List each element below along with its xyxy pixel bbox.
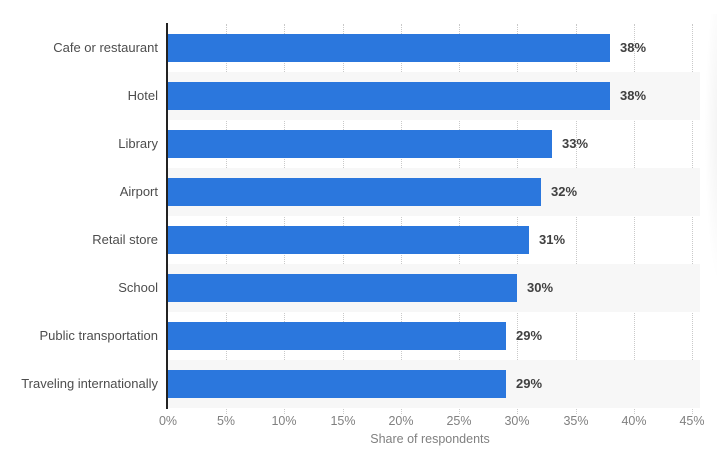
x-tick-label: 0% xyxy=(158,414,178,428)
gridline xyxy=(343,24,344,414)
bar-row: 30% xyxy=(168,264,700,312)
bar-row: 33% xyxy=(168,120,700,168)
gridline xyxy=(226,24,227,414)
x-tick-label: 35% xyxy=(563,414,589,428)
gridline xyxy=(284,24,285,414)
category-label: Cafe or restaurant xyxy=(53,40,158,55)
category-label: Traveling internationally xyxy=(21,376,158,391)
bar-row: 29% xyxy=(168,360,700,408)
category-axis: Cafe or restaurant Hotel Library Airport… xyxy=(0,24,158,408)
bar[interactable] xyxy=(168,370,506,398)
value-label: 31% xyxy=(539,232,566,247)
bar[interactable] xyxy=(168,274,517,302)
x-tick-label: 15% xyxy=(330,414,356,428)
bar-row: 38% xyxy=(168,72,700,120)
gridline xyxy=(692,24,693,414)
plot-area: 38% 38% 33% 32% 31% 30% 29% 29% xyxy=(168,24,700,414)
x-tick-label: 45% xyxy=(679,414,705,428)
x-tick-label: 40% xyxy=(621,414,647,428)
x-axis-title: Share of respondents xyxy=(370,432,490,446)
bar-row: 38% xyxy=(168,24,700,72)
bar-row: 29% xyxy=(168,312,700,360)
bar-row: 32% xyxy=(168,168,700,216)
bar[interactable] xyxy=(168,226,529,254)
x-tick-label: 30% xyxy=(504,414,530,428)
value-label: 32% xyxy=(551,184,578,199)
right-edge-shadow xyxy=(698,14,717,406)
value-label: 38% xyxy=(620,40,647,55)
category-label: Airport xyxy=(119,184,158,199)
gridline xyxy=(634,24,635,414)
x-tick-label: 20% xyxy=(388,414,414,428)
value-label: 29% xyxy=(516,376,543,391)
x-axis: 0% 5% 10% 15% 20% 25% 30% 35% 40% 45% xyxy=(159,414,705,429)
gridline xyxy=(459,24,460,414)
gridline xyxy=(576,24,577,414)
category-label: Hotel xyxy=(127,88,158,103)
x-tick-label: 5% xyxy=(216,414,236,428)
bar[interactable] xyxy=(168,130,552,158)
y-axis-line xyxy=(166,23,168,409)
value-label: 29% xyxy=(516,328,543,343)
value-label: 30% xyxy=(527,280,554,295)
bar[interactable] xyxy=(168,82,610,110)
x-tick-label: 10% xyxy=(271,414,297,428)
bar[interactable] xyxy=(168,322,506,350)
bar[interactable] xyxy=(168,178,541,206)
bar-row: 31% xyxy=(168,216,700,264)
value-label: 38% xyxy=(620,88,647,103)
category-label: Retail store xyxy=(92,232,158,247)
category-label: Public transportation xyxy=(39,328,158,343)
value-label: 33% xyxy=(562,136,589,151)
x-tick-label: 25% xyxy=(446,414,472,428)
bar[interactable] xyxy=(168,34,610,62)
category-label: Library xyxy=(118,136,158,151)
category-label: School xyxy=(118,280,158,295)
gridline xyxy=(517,24,518,414)
gridline xyxy=(401,24,402,414)
